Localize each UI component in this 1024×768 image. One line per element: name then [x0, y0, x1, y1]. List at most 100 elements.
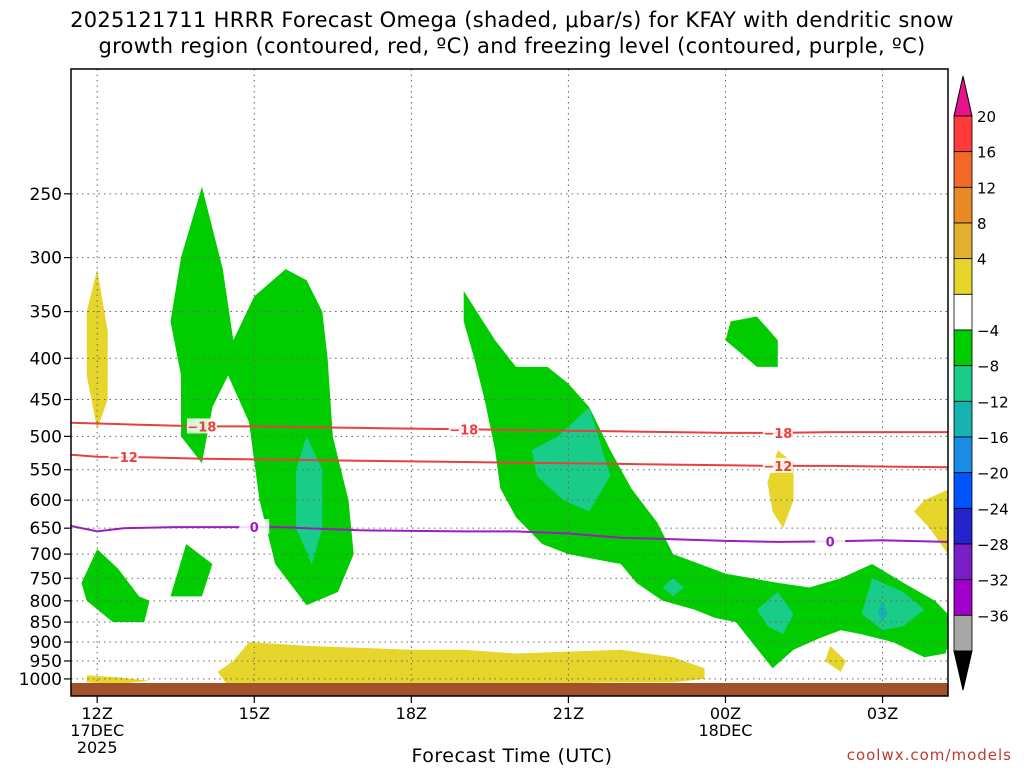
contour-label-bg-2-0: [239, 519, 270, 535]
y-tick-label-600: 600: [30, 491, 62, 511]
pressure-axis: 2503003504004505005506006507007508008509…: [19, 185, 71, 690]
colorbar-label-6: −8: [977, 358, 999, 376]
contour-label-bg-1-1: [762, 457, 793, 473]
colorbar-top-cap: [953, 75, 973, 117]
contour-label-bg-1-0: [108, 448, 139, 464]
omega-region-0-4: [725, 316, 778, 367]
contour-label-1-1: −12: [763, 460, 792, 475]
contour-label-bg-2-1: [815, 533, 846, 549]
contour-label-bg-0-0: [186, 418, 217, 434]
x-tick-label-21-0: 21Z: [553, 704, 584, 723]
colorbar-segment-2: [953, 186, 973, 224]
y-tick-label-700: 700: [30, 545, 62, 565]
colorbar-segment-9: [953, 436, 973, 474]
contour-label-2-1: 0: [826, 535, 835, 550]
y-tick-label-750: 750: [30, 569, 62, 589]
y-tick-label-950: 950: [30, 652, 62, 672]
colorbar-label-1: 16: [977, 144, 996, 162]
x-tick-label-27-0: 03Z: [867, 704, 898, 723]
colorbar-label-8: −16: [977, 429, 1009, 447]
omega-region-1-3: [756, 592, 794, 635]
chart-title-line-2: growth region (contoured, red, ºC) and f…: [98, 34, 926, 58]
colorbar-segment-1: [953, 151, 973, 188]
chart-title-line-1: 2025121711 HRRR Forecast Omega (shaded, …: [70, 8, 954, 32]
y-tick-label-900: 900: [30, 633, 62, 653]
colorbar-segment-12: [953, 543, 973, 581]
colorbar-bottom-cap: [953, 650, 973, 691]
colorbar-label-12: −32: [977, 572, 1009, 590]
y-tick-label-550: 550: [30, 461, 62, 481]
omega-region-1-1: [531, 407, 611, 512]
contour-label-bg-0-2: [762, 424, 793, 440]
colorbar-label-9: −20: [977, 465, 1009, 483]
colorbar-label-4: 4: [977, 251, 987, 269]
x-tick-label-18-0: 18Z: [396, 704, 427, 723]
temperature-contours: −18 −18 −18 −12 −12 0 0: [71, 418, 948, 550]
colorbar-segment-4: [953, 258, 973, 295]
x-tick-label-24-1: 18DEC: [698, 721, 752, 740]
omega-region-0-0: [170, 186, 354, 606]
y-tick-label-850: 850: [30, 613, 62, 633]
grid-lines: [71, 69, 948, 696]
contour-line-2: [71, 525, 948, 543]
y-tick-label-250: 250: [30, 185, 62, 205]
x-tick-label-24-0: 00Z: [710, 704, 741, 723]
omega-region-1-4: [861, 578, 925, 631]
y-tick-label-500: 500: [30, 427, 62, 447]
plot-frame: [70, 68, 949, 697]
colorbar-segment-8: [953, 400, 973, 438]
colorbar-label-3: 8: [977, 215, 987, 233]
omega-region-3-1: [217, 642, 705, 688]
omega-region-0-2: [81, 549, 150, 623]
y-tick-label-350: 350: [30, 303, 62, 323]
site-credit: coolwx.com/models: [846, 746, 1012, 764]
colorbar-segment-7: [953, 365, 973, 402]
colorbar-segment-13: [953, 579, 973, 616]
x-tick-label-12-2: 2025: [77, 738, 118, 757]
colorbar-segment-5: [953, 293, 973, 331]
omega-region-0-3: [170, 544, 213, 597]
y-tick-label-650: 650: [30, 519, 62, 539]
x-tick-label-12-1: 17DEC: [70, 721, 124, 740]
omega-region-3-2: [86, 675, 150, 685]
terrain-band: [71, 683, 948, 696]
omega-shading: [81, 186, 948, 688]
contour-label-2-0: 0: [250, 521, 259, 536]
y-tick-label-300: 300: [30, 249, 62, 269]
colorbar-label-5: −4: [977, 322, 999, 340]
omega-colorbar: 20 16 12 8 4 −4 −8 −12 −16 −20 −24 −28 −32 −36: [953, 75, 1009, 691]
contour-label-0-0: −18: [187, 420, 216, 435]
colorbar-label-11: −28: [977, 536, 1009, 554]
omega-region-3-0: [86, 269, 108, 430]
colorbar-segment-6: [953, 329, 973, 367]
contour-label-0-2: −18: [763, 427, 792, 442]
colorbar-segment-14: [953, 614, 973, 652]
omega-region-2-0: [877, 600, 888, 623]
x-axis-title: Forecast Time (UTC): [411, 745, 613, 767]
colorbar-segment-3: [953, 222, 973, 260]
x-tick-label-15-0: 15Z: [239, 704, 270, 723]
contour-label-1-0: −12: [109, 451, 138, 466]
colorbar-label-7: −12: [977, 393, 1009, 411]
x-tick-label-12-0: 12Z: [82, 704, 113, 723]
omega-region-3-5: [914, 488, 948, 555]
colorbar-label-0: 20: [977, 108, 996, 126]
y-tick-label-400: 400: [30, 349, 62, 369]
omega-region-3-4: [825, 645, 846, 672]
omega-region-1-2: [662, 578, 684, 597]
colorbar-label-2: 12: [977, 179, 996, 197]
y-tick-label-450: 450: [30, 391, 62, 411]
contour-label-0-1: −18: [449, 423, 478, 438]
colorbar-segment-0: [953, 115, 973, 153]
colorbar-segment-11: [953, 507, 973, 545]
y-tick-label-1000: 1000: [19, 670, 62, 690]
contour-line-0: [71, 421, 948, 434]
y-tick-label-800: 800: [30, 592, 62, 612]
contour-label-bg-0-1: [448, 421, 479, 437]
colorbar-label-13: −36: [977, 607, 1009, 625]
colorbar-segment-10: [953, 472, 973, 509]
omega-region-1-0: [296, 436, 323, 564]
colorbar-label-10: −24: [977, 500, 1009, 518]
